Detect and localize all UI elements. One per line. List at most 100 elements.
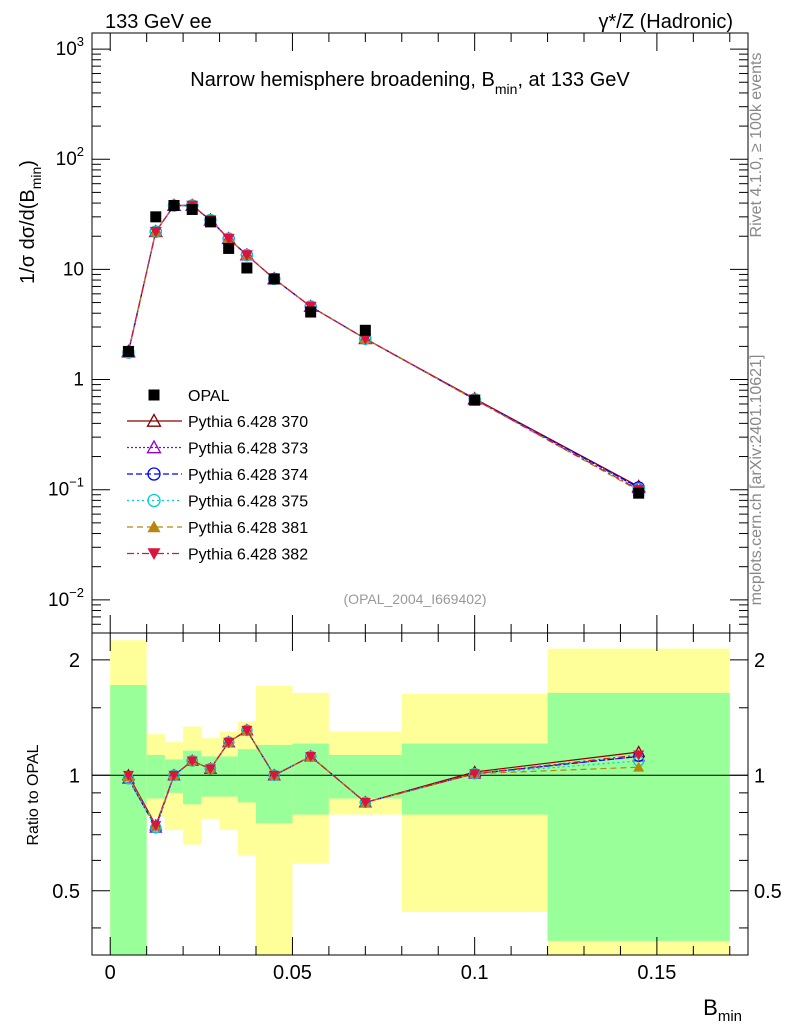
x-tick-label: 0.1 [461, 962, 489, 984]
ratio-band-inner [547, 692, 730, 941]
data-point-s382 [222, 233, 235, 245]
legend-marker-s370 [146, 413, 162, 427]
main-y-tick-label: 10 [63, 259, 84, 280]
tick-base: 1 [73, 370, 84, 391]
chart-title-main: Narrow hemisphere broadening, B [190, 69, 495, 91]
ratio-point-s382 [223, 737, 235, 748]
legend-marker-s382 [147, 548, 161, 560]
x-label-sub: min [718, 1008, 742, 1024]
ratio-plot-frame [91, 632, 749, 956]
legend-marker-s381 [147, 520, 161, 533]
chart-title-suffix: , at 133 GeV [517, 69, 630, 91]
tick-base: 10 [48, 590, 69, 611]
ratio-band-inner [219, 756, 238, 797]
legend-marker-s374 [147, 467, 161, 481]
ratio-point-s382 [633, 750, 645, 761]
analysis-annotation: (OPAL_2004_I669402) [344, 591, 487, 607]
ratio-y-axis-label: Ratio to OPAL [25, 744, 42, 845]
ratio-point-s382 [168, 770, 180, 781]
ratio-line-s382 [127, 729, 639, 827]
data-point-s382 [359, 333, 372, 345]
legend-label-s373: Pythia 6.428 373 [188, 441, 308, 458]
data-point-opal [633, 487, 645, 499]
data-point-opal [186, 203, 198, 215]
main-y-tick-label: 103 [56, 34, 84, 60]
x-tick-label: 0.15 [637, 962, 676, 984]
tick-exponent: 3 [77, 34, 84, 49]
ratio-band-inner [256, 744, 293, 824]
y-label-main: 1/σ dσ/d(B [17, 189, 39, 284]
y-label-close: ) [17, 160, 39, 167]
data-point-opal [168, 200, 180, 212]
ratio-y-tick-label-right: 1 [754, 765, 765, 787]
data-point-opal [122, 345, 134, 357]
legend-label-s370: Pythia 6.428 370 [188, 414, 308, 431]
main-y-tick-label: 10−2 [48, 585, 84, 611]
x-tick-label: 0 [105, 962, 116, 984]
rivet-version-label: Rivet 4.1.0, ≥ 100k events [748, 53, 765, 238]
data-point-s382 [149, 226, 162, 238]
legend-marker-s375 [147, 493, 161, 508]
legend-marker-opal [148, 389, 160, 401]
tick-exponent: 2 [77, 144, 84, 159]
ratio-point-s382 [150, 821, 162, 831]
legend-label-s382: Pythia 6.428 382 [188, 547, 308, 564]
mcplots-label: mcplots.cern.ch [arXiv:2401.10621] [748, 355, 765, 606]
legend: OPAL Pythia 6.428 370 Pythia 6.428 373 Pyth… [127, 388, 308, 564]
data-point-opal [241, 262, 253, 274]
ratio-point-s382 [469, 769, 481, 780]
legend-label-opal: OPAL [188, 388, 230, 405]
ratio-y-tick-label: 2 [69, 650, 80, 672]
legend-label-s375: Pythia 6.428 375 [188, 494, 308, 511]
legend-label-s374: Pythia 6.428 374 [188, 467, 308, 484]
x-axis-label: Bmin [703, 995, 742, 1024]
ratio-point-s382 [305, 752, 317, 762]
tick-exponent: −1 [69, 475, 84, 490]
ratio-y-tick-label-right: 0.5 [754, 881, 782, 903]
ratio-plot-marks [121, 723, 646, 834]
data-point-opal [268, 273, 280, 285]
data-point-opal [204, 216, 216, 228]
main-plot-marks [121, 198, 646, 499]
data-point-opal [223, 242, 235, 254]
main-y-tick-label: 10−1 [48, 475, 84, 501]
ratio-point-s382 [186, 756, 198, 767]
ratio-band-inner [146, 754, 165, 799]
chart-title: Narrow hemisphere broadening, Bmin, at 1… [190, 69, 630, 97]
tick-base: 10 [56, 39, 77, 60]
legend-marker-s373 [146, 439, 162, 454]
header-left: 133 GeV ee [105, 11, 212, 33]
data-point-opal [150, 211, 162, 223]
main-y-axis-label: 1/σ dσ/d(Bmin) [17, 160, 44, 284]
ratio-band-inner [328, 754, 402, 799]
tick-base: 10 [48, 480, 69, 501]
data-point-opal [469, 394, 481, 406]
ratio-y-tick-label: 0.5 [52, 881, 80, 903]
ratio-y-tick-label-right: 2 [754, 650, 765, 672]
main-y-tick-label: 1 [73, 370, 84, 391]
header-right: γ*/Z (Hadronic) [599, 11, 733, 33]
ratio-point-s382 [241, 725, 253, 736]
data-point-opal [359, 324, 371, 336]
ratio-point-s382 [122, 770, 134, 781]
main-plot-frame [91, 32, 749, 634]
tick-base: 10 [56, 149, 77, 170]
ratio-y-tick-label: 1 [69, 765, 80, 787]
chart-title-sub: min [495, 81, 518, 97]
data-point-opal [305, 306, 317, 318]
ratio-uncertainty-bands [92, 640, 748, 955]
ratio-point-s381 [633, 761, 645, 772]
data-point-s382 [240, 250, 253, 262]
ratio-point-s382 [204, 764, 216, 775]
tick-base: 10 [63, 259, 84, 280]
main-y-tick-label: 102 [56, 144, 84, 170]
ratio-band-inner [110, 684, 147, 955]
ratio-point-s382 [359, 797, 371, 808]
series-line-s381 [127, 204, 639, 492]
y-label-sub: min [28, 167, 44, 190]
x-label-main: B [703, 995, 718, 1020]
x-tick-label: 0.05 [273, 962, 312, 984]
ratio-point-s382 [268, 770, 280, 781]
